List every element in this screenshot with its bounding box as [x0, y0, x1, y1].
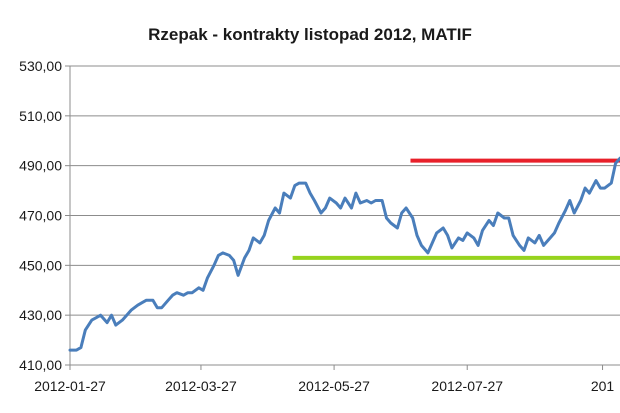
chart-title: Rzepak - kontrakty listopad 2012, MATIF [148, 25, 472, 44]
y-tick-label: 450,00 [19, 257, 62, 273]
y-tick-label: 530,00 [19, 58, 62, 74]
reference-lines [292, 158, 620, 260]
axes [65, 65, 620, 370]
y-tick-label: 410,00 [19, 357, 62, 373]
x-tick-label: 201 [591, 378, 615, 394]
x-tick-label: 2012-07-27 [431, 378, 503, 394]
x-tick-labels: 2012-01-27 2012-03-27 2012-05-27 2012-07-27… [34, 378, 614, 394]
x-tick-label: 2012-01-27 [34, 378, 106, 394]
y-tick-label: 430,00 [19, 307, 62, 323]
series-group [68, 156, 620, 352]
y-tick-label: 490,00 [19, 158, 62, 174]
x-tick-label: 2012-03-27 [165, 378, 237, 394]
gridlines [70, 65, 620, 316]
series-line [68, 156, 620, 352]
y-tick-label: 510,00 [19, 108, 62, 124]
y-tick-label: 470,00 [19, 208, 62, 224]
x-tick-label: 2012-05-27 [298, 378, 370, 394]
y-tick-labels: 410,00 430,00 450,00 470,00 490,00 510,00 530,… [19, 58, 62, 373]
